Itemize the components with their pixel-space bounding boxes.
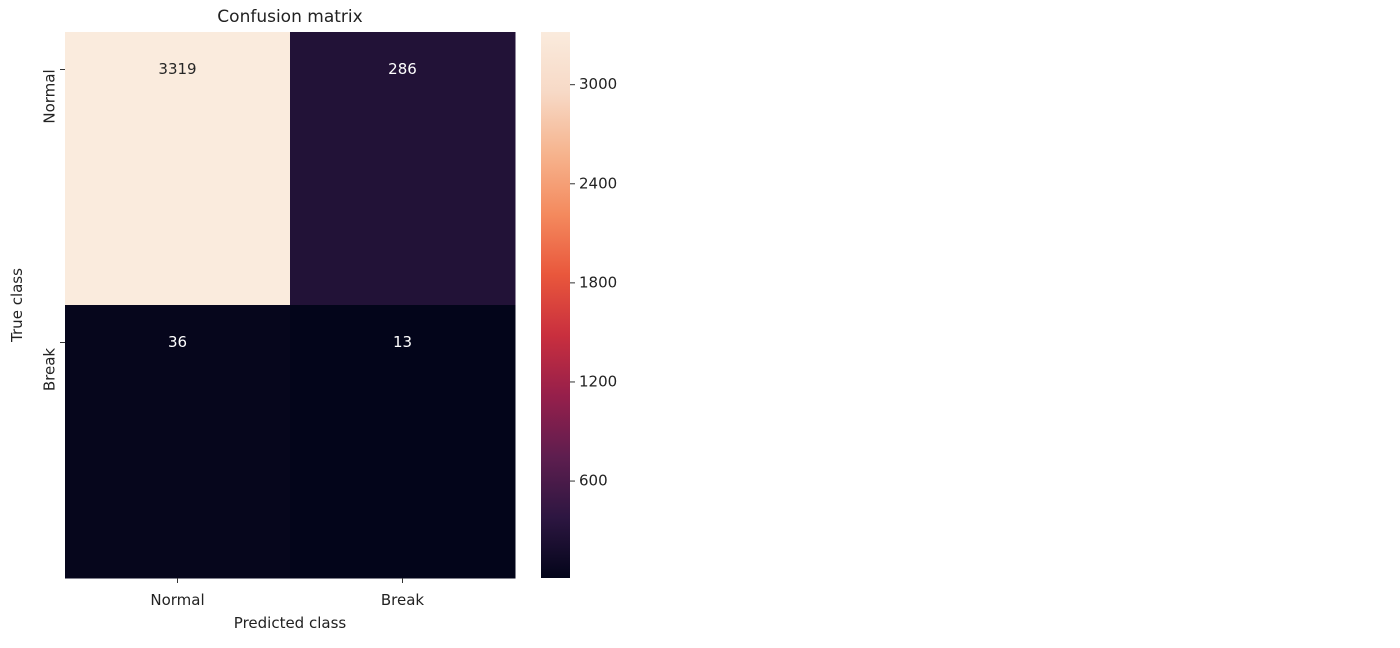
y-tick-label: Normal: [41, 69, 59, 123]
y-axis-ticks: Normal Break: [41, 69, 65, 392]
heatmap-cell-label: 36: [168, 333, 187, 351]
y-tick-label: Break: [41, 348, 59, 392]
colorbar-tick-label: 1800: [579, 273, 617, 291]
heatmap-cell-label: 286: [388, 60, 417, 78]
heatmap-cell: [65, 305, 291, 579]
colorbar-tick-label: 2400: [579, 174, 617, 192]
chart-title: Confusion matrix: [217, 7, 362, 27]
colorbar: [541, 32, 570, 578]
x-axis-ticks: Normal Break: [150, 578, 424, 609]
colorbar-tick-label: 600: [579, 472, 608, 490]
heatmap-cell-labels: 3319 286 36 13: [158, 60, 416, 351]
x-tick-label: Normal: [150, 591, 204, 609]
heatmap-cell-label: 3319: [158, 60, 196, 78]
heatmap-cells: [65, 32, 516, 579]
x-axis-label: Predicted class: [234, 614, 347, 632]
x-tick-label: Break: [381, 591, 425, 609]
colorbar-ticks: 600 1200 1800 2400 3000: [570, 75, 617, 490]
heatmap-cell-label: 13: [393, 333, 412, 351]
colorbar-tick-label: 3000: [579, 75, 617, 93]
heatmap-cell: [290, 305, 516, 579]
colorbar-tick-label: 1200: [579, 372, 617, 390]
heatmap-cell: [65, 32, 291, 306]
heatmap-cell: [290, 32, 516, 306]
y-axis-label: True class: [8, 268, 26, 343]
